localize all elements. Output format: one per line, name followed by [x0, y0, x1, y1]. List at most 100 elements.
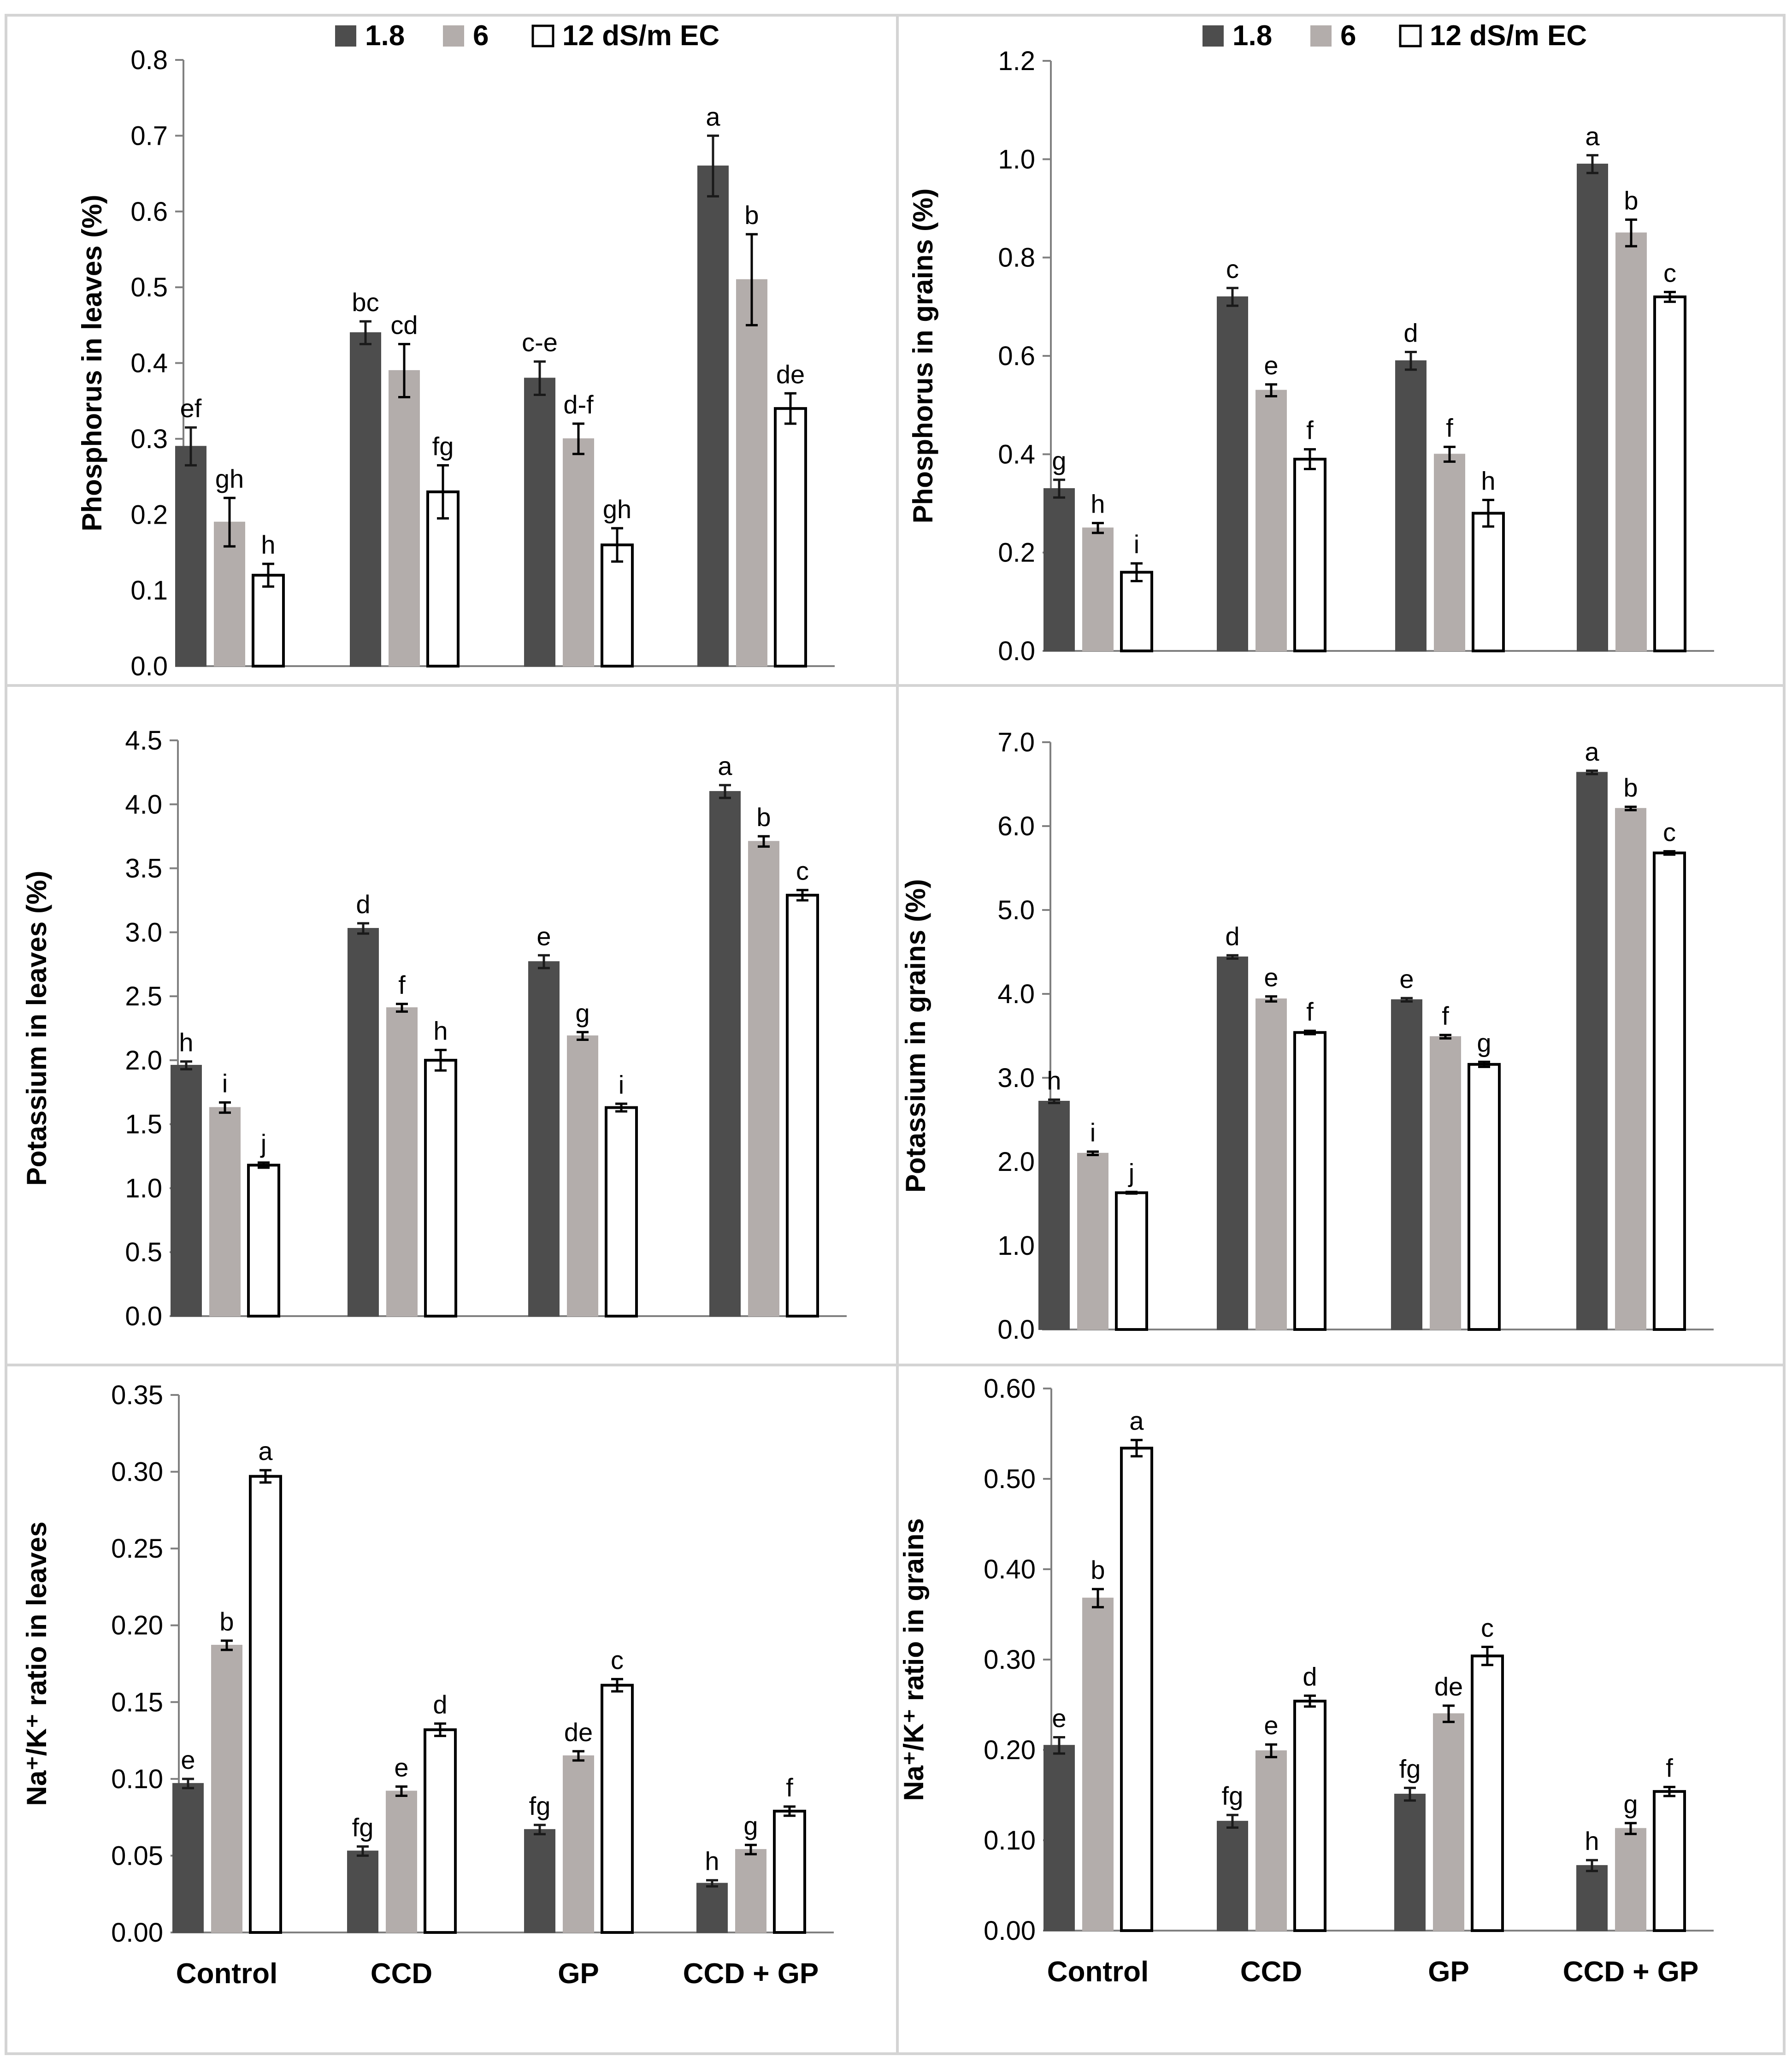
- category-label: GP: [1428, 1956, 1469, 1988]
- bar: [347, 1850, 378, 1933]
- significance-letter: a: [706, 102, 720, 131]
- legend-swatch: [1310, 25, 1332, 47]
- significance-letter: e: [536, 922, 551, 951]
- y-tick-label: 0.15: [111, 1687, 163, 1717]
- y-tick-label: 0.7: [130, 121, 168, 151]
- y-tick-label: 3.0: [125, 917, 162, 947]
- significance-letter: h: [1481, 467, 1495, 496]
- y-tick-label: 0.8: [130, 45, 168, 75]
- bar: [171, 1064, 202, 1317]
- significance-letter: b: [756, 803, 771, 832]
- significance-letter: a: [258, 1436, 273, 1465]
- significance-letter: a: [718, 751, 732, 780]
- legend-label: 6: [473, 20, 489, 52]
- bar: [1615, 232, 1647, 652]
- y-tick-label: 3.5: [125, 854, 162, 884]
- bar: [773, 1809, 806, 1934]
- y-tick-label: 5.0: [997, 895, 1035, 925]
- legend-swatch: [531, 24, 554, 47]
- bar: [528, 961, 560, 1317]
- bar: [209, 1107, 241, 1317]
- y-tick-label: 1.0: [998, 144, 1035, 174]
- bar: [563, 1755, 594, 1933]
- y-tick-label: 7.0: [997, 727, 1035, 757]
- bar: [1471, 1654, 1504, 1932]
- significance-letter: de: [1434, 1672, 1463, 1701]
- y-tick-label: 0.3: [130, 424, 168, 454]
- y-tick-label: 3.0: [997, 1063, 1035, 1093]
- legend-swatch: [335, 25, 356, 47]
- y-tick-label: 0.5: [130, 272, 168, 302]
- significance-letter: d: [1403, 318, 1418, 347]
- significance-letter: c: [1663, 818, 1676, 847]
- bar: [774, 407, 807, 668]
- bar: [524, 378, 555, 667]
- legend-swatch: [443, 25, 464, 47]
- bar: [386, 1007, 418, 1317]
- bar: [1120, 571, 1153, 653]
- y-tick-label: 0.0: [130, 651, 168, 681]
- category-label: GP: [558, 1958, 599, 1990]
- legend-swatch: [1399, 24, 1422, 47]
- significance-letter: g: [575, 999, 589, 1028]
- y-tick-label: 0.2: [130, 500, 168, 530]
- bar: [524, 1829, 555, 1933]
- bar: [348, 928, 379, 1317]
- significance-letter: e: [181, 1745, 195, 1774]
- category-label: CCD + GP: [683, 1958, 819, 1990]
- y-tick-label: 0.0: [997, 1315, 1035, 1345]
- significance-letter: h: [705, 1847, 719, 1876]
- bar: [172, 1783, 204, 1933]
- significance-letter: f: [1306, 416, 1314, 445]
- y-tick-label: 0.00: [984, 1916, 1036, 1946]
- significance-letter: c: [1481, 1613, 1494, 1643]
- significance-letter: f: [398, 970, 406, 999]
- significance-letter: h: [179, 1028, 193, 1057]
- significance-letter: gh: [215, 464, 244, 493]
- y-axis-title: Potassium in grains (%): [900, 879, 931, 1193]
- bar: [252, 573, 285, 668]
- category-label: Control: [176, 1958, 277, 1990]
- significance-letter: e: [1399, 964, 1414, 993]
- y-tick-label: 0.5: [125, 1237, 162, 1267]
- category-label: Control: [1047, 1956, 1149, 1988]
- bar: [249, 1475, 282, 1934]
- significance-letter: h: [433, 1016, 448, 1046]
- y-tick-label: 0.8: [998, 243, 1035, 273]
- y-tick-label: 6.0: [997, 811, 1035, 841]
- significance-letter: g: [1477, 1028, 1491, 1057]
- bar: [1293, 1031, 1326, 1331]
- y-tick-label: 1.0: [997, 1231, 1035, 1261]
- y-tick-label: 0.10: [111, 1764, 163, 1794]
- bar: [696, 1883, 728, 1933]
- significance-letter: ef: [180, 394, 202, 423]
- bar: [1256, 390, 1287, 651]
- significance-letter: de: [776, 360, 805, 389]
- significance-letter: c: [611, 1645, 624, 1674]
- bar: [1256, 998, 1287, 1330]
- bar: [1217, 956, 1248, 1330]
- significance-letter: fg: [1399, 1754, 1421, 1783]
- bar: [424, 1728, 457, 1934]
- significance-letter: fg: [529, 1791, 551, 1820]
- significance-letter: bc: [352, 288, 379, 317]
- significance-letter: h: [1091, 490, 1105, 519]
- significance-letter: g: [1052, 446, 1066, 475]
- significance-letter: fg: [432, 431, 454, 461]
- significance-letter: c: [1663, 258, 1676, 287]
- y-tick-label: 2.0: [997, 1147, 1035, 1177]
- significance-letter: h: [1585, 1826, 1599, 1855]
- bar: [1653, 1790, 1686, 1932]
- bar: [1077, 1152, 1108, 1330]
- bar: [735, 1849, 766, 1933]
- bar: [1394, 1794, 1426, 1932]
- panel-nak-leaves: [5, 1364, 899, 2055]
- category-label: CCD: [1240, 1956, 1302, 1988]
- y-tick-label: 4.0: [125, 790, 162, 820]
- y-tick-label: 4.0: [997, 979, 1035, 1009]
- significance-letter: a: [1585, 737, 1599, 766]
- bar: [1082, 1597, 1114, 1931]
- bar: [1434, 454, 1465, 651]
- legend-label: 1.8: [365, 20, 405, 52]
- bar: [1615, 1828, 1646, 1932]
